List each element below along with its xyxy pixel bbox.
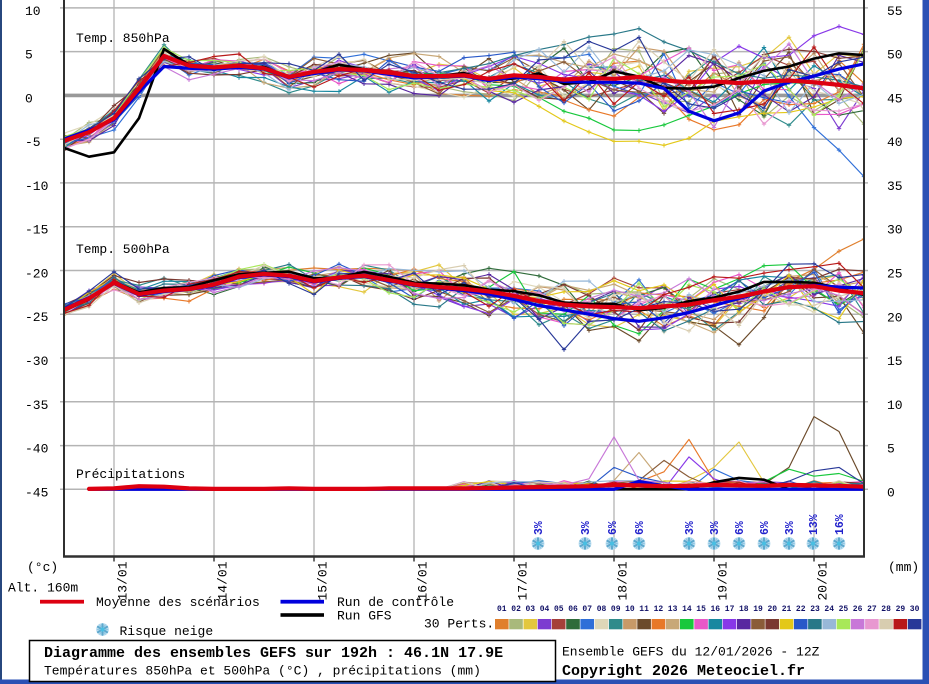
svg-text:Précipitations: Précipitations (76, 467, 185, 482)
svg-text:6%: 6% (759, 521, 772, 535)
svg-text:6%: 6% (634, 521, 647, 535)
svg-text:5: 5 (887, 442, 895, 457)
svg-text:29: 29 (896, 605, 906, 614)
svg-text:06: 06 (568, 605, 578, 614)
svg-text:10: 10 (625, 605, 635, 614)
svg-text:16: 16 (710, 605, 720, 614)
svg-text:19/01: 19/01 (716, 561, 731, 600)
svg-text:30: 30 (910, 605, 920, 614)
svg-text:26: 26 (853, 605, 863, 614)
svg-text:18: 18 (739, 605, 749, 614)
svg-text:-35: -35 (25, 398, 48, 413)
svg-text:30 Perts.: 30 Perts. (424, 617, 494, 632)
svg-text:18/01: 18/01 (616, 561, 631, 600)
svg-text:55: 55 (887, 4, 903, 19)
svg-text:6%: 6% (607, 521, 620, 535)
svg-text:13/01: 13/01 (116, 561, 131, 600)
svg-text:25: 25 (887, 267, 903, 282)
svg-text:22: 22 (796, 605, 806, 614)
svg-text:05: 05 (554, 605, 564, 614)
svg-text:14: 14 (682, 605, 692, 614)
svg-text:Températures 850hPa et 500hPa: Températures 850hPa et 500hPa (°C) , pré… (44, 664, 481, 679)
svg-text:Moyenne des scénarios: Moyenne des scénarios (96, 595, 260, 610)
svg-text:13%: 13% (808, 514, 821, 535)
svg-text:08: 08 (597, 605, 607, 614)
svg-text:Temp. 500hPa: Temp. 500hPa (76, 242, 170, 257)
svg-text:(mm): (mm) (888, 560, 919, 575)
svg-text:15/01: 15/01 (316, 561, 331, 600)
svg-text:3%: 3% (533, 521, 546, 535)
svg-text:3%: 3% (709, 521, 722, 535)
svg-text:04: 04 (540, 605, 550, 614)
svg-text:20/01: 20/01 (816, 561, 831, 600)
svg-text:-15: -15 (25, 223, 48, 238)
svg-text:Risque neige: Risque neige (120, 624, 214, 639)
svg-text:35: 35 (887, 179, 903, 194)
svg-text:24: 24 (824, 605, 834, 614)
svg-text:3%: 3% (580, 521, 593, 535)
svg-text:Temp. 850hPa: Temp. 850hPa (76, 31, 170, 46)
svg-text:(°c): (°c) (27, 560, 58, 575)
svg-text:-40: -40 (25, 442, 48, 457)
svg-text:45: 45 (887, 91, 903, 106)
svg-text:0: 0 (887, 485, 895, 500)
svg-text:50: 50 (887, 48, 903, 63)
svg-text:Alt. 160m: Alt. 160m (8, 581, 78, 596)
svg-text:6%: 6% (734, 521, 747, 535)
svg-text:12: 12 (654, 605, 664, 614)
svg-text:16%: 16% (834, 514, 847, 535)
svg-text:15: 15 (887, 354, 903, 369)
svg-text:Copyright 2026 Meteociel.fr: Copyright 2026 Meteociel.fr (562, 663, 805, 680)
svg-text:10: 10 (25, 4, 41, 19)
svg-text:40: 40 (887, 135, 903, 150)
svg-text:Run GFS: Run GFS (337, 609, 392, 624)
svg-text:01: 01 (497, 605, 507, 614)
svg-text:13: 13 (668, 605, 678, 614)
svg-text:28: 28 (881, 605, 891, 614)
svg-text:Run de contrôle: Run de contrôle (337, 595, 454, 610)
svg-text:0: 0 (25, 91, 33, 106)
svg-text:20: 20 (887, 310, 903, 325)
svg-text:09: 09 (611, 605, 621, 614)
svg-text:23: 23 (810, 605, 820, 614)
svg-text:-5: -5 (25, 135, 41, 150)
svg-text:3%: 3% (784, 521, 797, 535)
svg-text:11: 11 (639, 605, 649, 614)
svg-text:3%: 3% (684, 521, 697, 535)
svg-text:03: 03 (525, 605, 535, 614)
svg-text:15: 15 (696, 605, 706, 614)
svg-text:-30: -30 (25, 354, 48, 369)
svg-text:30: 30 (887, 223, 903, 238)
svg-text:Ensemble GEFS du 12/01/2026 -: Ensemble GEFS du 12/01/2026 - 12Z (562, 645, 820, 660)
svg-text:25: 25 (839, 605, 849, 614)
svg-text:-20: -20 (25, 267, 48, 282)
svg-text:07: 07 (582, 605, 592, 614)
svg-text:02: 02 (511, 605, 521, 614)
svg-text:16/01: 16/01 (416, 561, 431, 600)
svg-text:21: 21 (782, 605, 792, 614)
svg-text:20: 20 (767, 605, 777, 614)
svg-text:14/01: 14/01 (216, 561, 231, 600)
svg-text:27: 27 (867, 605, 877, 614)
svg-text:-10: -10 (25, 179, 48, 194)
svg-text:-25: -25 (25, 310, 48, 325)
svg-text:Diagramme des ensembles GEFS s: Diagramme des ensembles GEFS sur 192h : … (44, 645, 503, 662)
svg-text:19: 19 (753, 605, 763, 614)
svg-text:17/01: 17/01 (516, 561, 531, 600)
svg-text:17: 17 (725, 605, 735, 614)
svg-text:5: 5 (25, 48, 33, 63)
svg-text:-45: -45 (25, 485, 48, 500)
svg-text:10: 10 (887, 398, 903, 413)
